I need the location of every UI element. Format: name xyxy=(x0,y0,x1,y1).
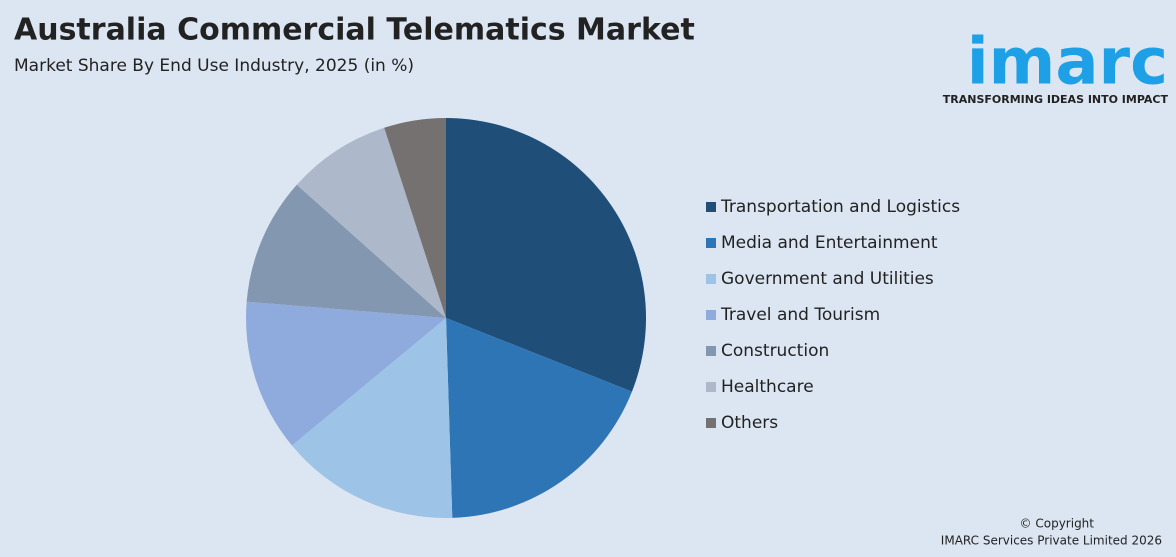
legend-swatch xyxy=(706,238,716,248)
chart-title: Australia Commercial Telematics Market xyxy=(14,13,695,48)
legend-swatch xyxy=(706,382,716,392)
legend-label: Others xyxy=(721,413,778,433)
legend-label: Transportation and Logistics xyxy=(720,197,960,217)
pie-slice xyxy=(296,127,446,318)
logo: imarc xyxy=(967,26,1168,100)
legend-label: Healthcare xyxy=(721,377,814,397)
pie-slice xyxy=(446,318,632,518)
legend-swatch xyxy=(706,418,716,428)
legend-label: Government and Utilities xyxy=(721,269,934,289)
legend-label: Construction xyxy=(721,341,829,361)
logo-tagline: TRANSFORMING IDEAS INTO IMPACT xyxy=(943,93,1169,106)
legend-swatch xyxy=(706,202,716,212)
chart-subtitle: Market Share By End Use Industry, 2025 (… xyxy=(14,56,414,76)
legend-swatch xyxy=(706,346,716,356)
pie-slice xyxy=(384,118,446,318)
pie-slice xyxy=(245,301,446,446)
pie-slice xyxy=(291,318,453,518)
legend-label: Media and Entertainment xyxy=(721,233,938,253)
legend-swatch xyxy=(706,274,716,284)
pie-slice xyxy=(246,184,446,318)
company: IMARC Services Private Limited 2026 xyxy=(941,534,1162,548)
copyright: © Copyright xyxy=(1020,517,1095,531)
legend-swatch xyxy=(706,310,716,320)
pie-slice xyxy=(446,118,646,392)
legend-label: Travel and Tourism xyxy=(720,305,880,325)
